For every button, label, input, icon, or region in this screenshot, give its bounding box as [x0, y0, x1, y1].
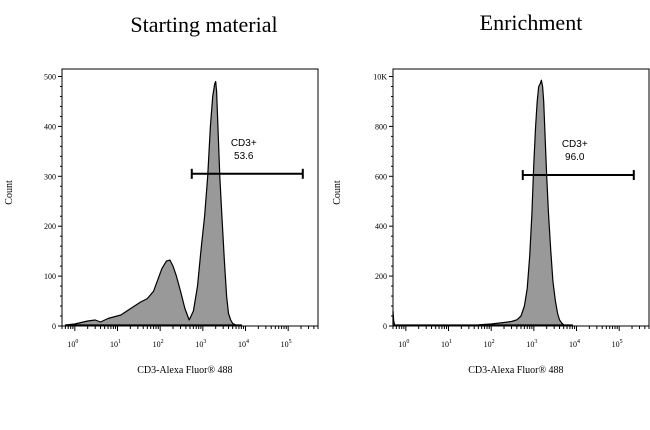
y-tick-label: 400 — [375, 222, 387, 231]
x-tick-label: 100 — [398, 339, 409, 349]
y-tick-label: 400 — [44, 122, 56, 131]
gate-percent: 53.6 — [234, 151, 254, 162]
y-tick-label: 300 — [44, 172, 56, 181]
histogram-area — [392, 79, 573, 326]
x-tick-label: 105 — [612, 339, 623, 349]
chart-title: Starting material — [130, 12, 277, 37]
y-tick-label: 500 — [44, 72, 56, 81]
y-tick-label: 100 — [44, 272, 56, 281]
y-tick-label: 10K — [373, 72, 387, 81]
x-tick-label: 100 — [67, 339, 78, 349]
x-tick-label: 102 — [153, 339, 164, 349]
x-tick-label: 102 — [484, 339, 495, 349]
y-tick-label: 200 — [44, 222, 56, 231]
x-tick-label: 103 — [195, 339, 206, 349]
gate-label: CD3+ — [231, 138, 257, 149]
x-axis-label: CD3-Alexa Fluor® 488 — [468, 365, 563, 376]
histogram-area — [64, 80, 242, 326]
chart-panel-2: Enrichment 0 200 400 600 800 10K 100 101 102 103 10… — [332, 10, 650, 376]
y-axis-label: Count — [4, 180, 15, 205]
y-axis-label: Count — [332, 180, 343, 205]
x-tick-label: 105 — [281, 339, 292, 349]
x-tick-label: 104 — [569, 339, 580, 349]
chart-title: Enrichment — [480, 10, 583, 35]
y-tick-label: 600 — [375, 172, 387, 181]
x-tick-label: 101 — [110, 339, 121, 349]
gate-percent: 96.0 — [565, 152, 585, 163]
gate-cd3-positive: CD3+ 96.0 — [521, 139, 635, 181]
y-tick-label: 800 — [375, 122, 387, 131]
y-tick-label: 200 — [375, 272, 387, 281]
y-tick-label: 0 — [383, 322, 387, 331]
x-axis-label: CD3-Alexa Fluor® 488 — [137, 365, 232, 376]
chart-panel-1: Starting material 0 100 200 300 400 500 100 101 1… — [4, 12, 319, 376]
x-tick-label: 101 — [441, 339, 452, 349]
x-tick-label: 103 — [526, 339, 537, 349]
x-tick-label: 104 — [238, 339, 249, 349]
gate-label: CD3+ — [562, 139, 588, 150]
y-tick-label: 0 — [52, 322, 56, 331]
plot-frame — [61, 68, 319, 327]
plot-frame — [392, 68, 650, 327]
gate-cd3-positive: CD3+ 53.6 — [190, 138, 304, 179]
